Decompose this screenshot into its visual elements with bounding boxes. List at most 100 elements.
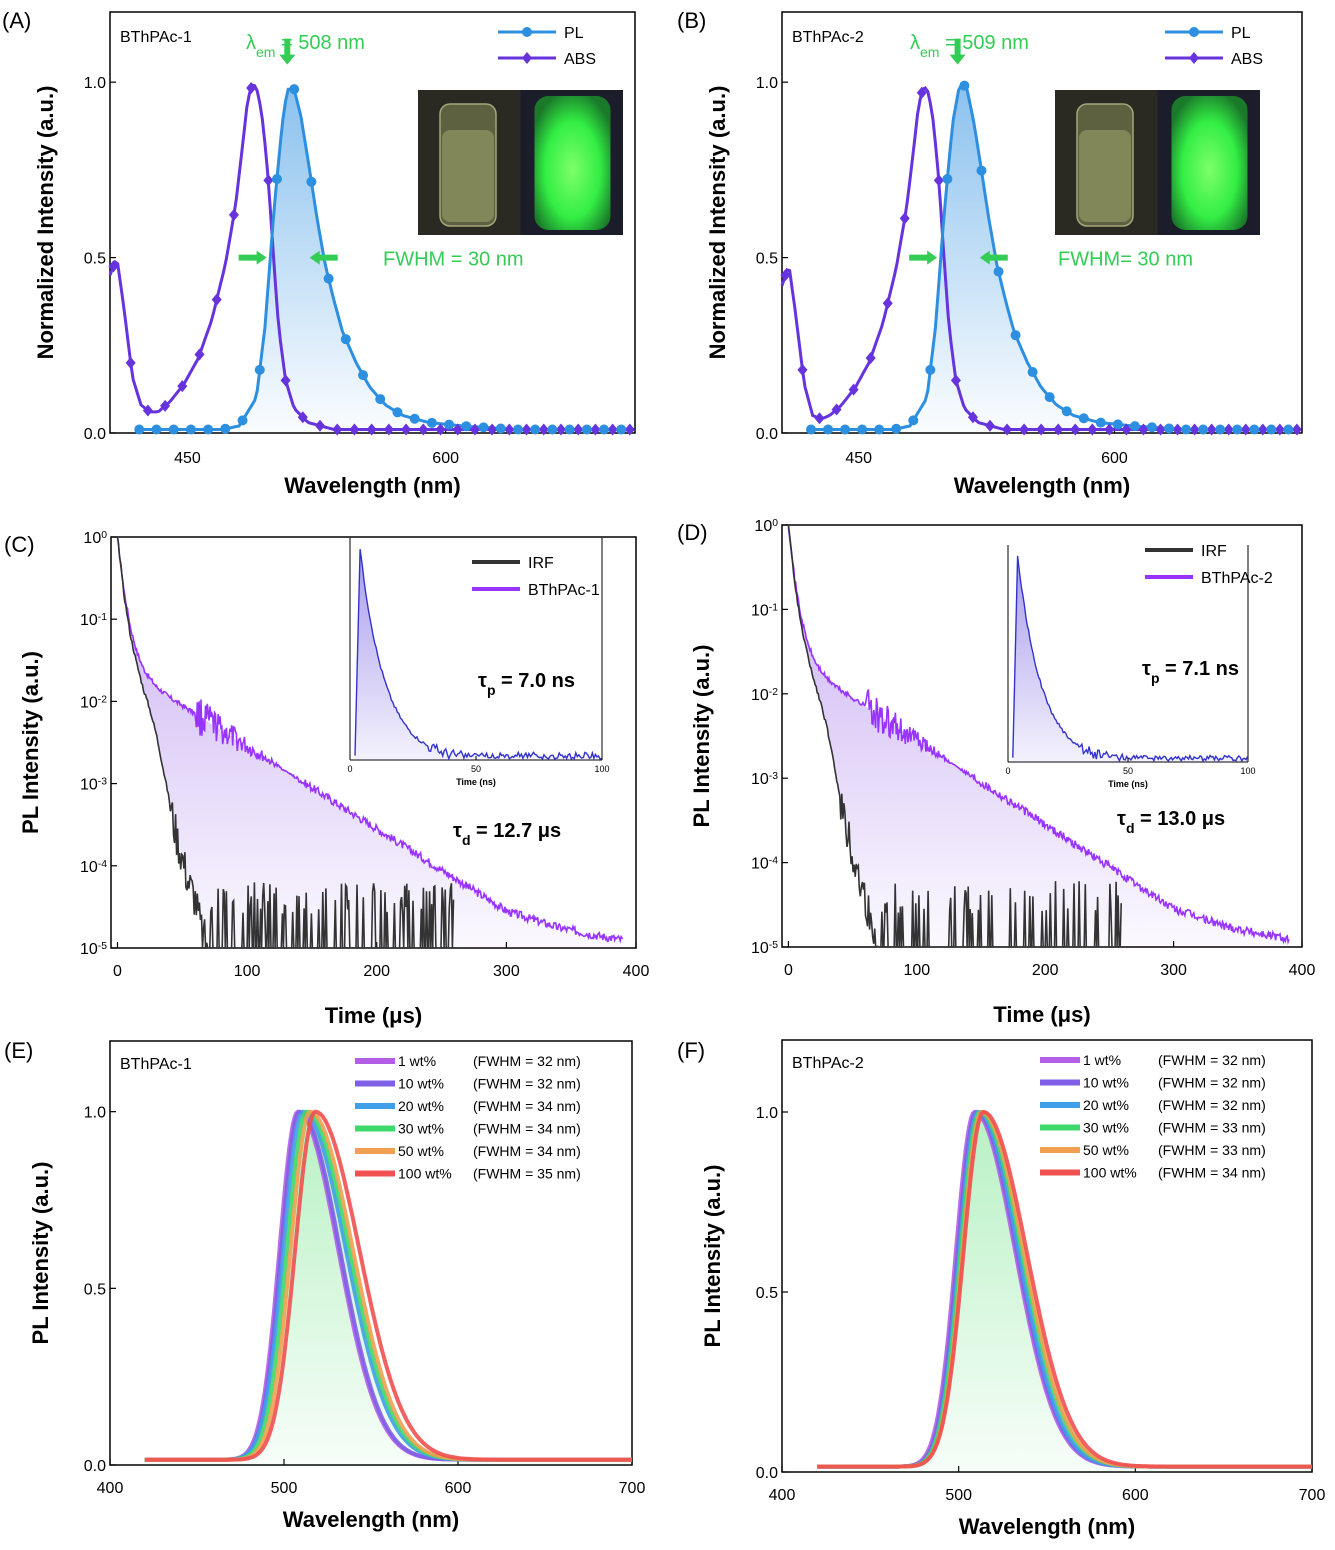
legend-name: 1 wt% (1083, 1052, 1121, 1068)
pl-marker (564, 424, 575, 435)
vial-photo (1055, 90, 1260, 235)
arrow-right (979, 250, 1008, 265)
x-tick-label: 700 (619, 1480, 646, 1497)
y-tick-label: 10-2 (751, 686, 778, 704)
pl-marker (151, 424, 162, 435)
abs-marker (418, 423, 429, 436)
inset-x-title: Time (ns) (456, 777, 496, 787)
abs-marker (780, 269, 791, 282)
y-axis-title: PL Intensity (a.u.) (18, 651, 43, 834)
pl-marker (1061, 406, 1072, 417)
abs-marker (882, 297, 893, 310)
arrow-right (309, 250, 338, 265)
legend-sample-label: BThPAc-2 (1201, 570, 1273, 587)
irf-trace (787, 524, 1122, 948)
abs-marker (246, 82, 257, 95)
abs-marker (967, 411, 978, 424)
legend-name: 100 wt% (398, 1166, 452, 1182)
pl-marker (1215, 424, 1226, 435)
irf-trace (116, 536, 455, 949)
pl-marker (805, 424, 816, 435)
x-axis-title: Wavelength (nm) (959, 1514, 1135, 1539)
pl-marker (495, 423, 506, 434)
x-tick-label: 100 (234, 963, 261, 980)
pl-marker (616, 424, 627, 435)
abs-marker (1155, 423, 1166, 436)
abs-marker (555, 423, 566, 436)
legend-name: 20 wt% (398, 1098, 444, 1114)
inset-tick-label: 0 (1005, 766, 1010, 776)
pl-marker (840, 424, 851, 435)
abs-marker (211, 293, 222, 306)
pl-marker (203, 424, 214, 435)
abs-marker (125, 356, 136, 369)
abs-marker (814, 412, 825, 425)
x-axis-title: Wavelength (nm) (954, 473, 1130, 498)
legend-fwhm: (FWHM = 33 nm) (1158, 1120, 1266, 1136)
inset-x-title: Time (ns) (1108, 779, 1148, 789)
abs-marker (194, 348, 205, 361)
abs-marker (452, 423, 463, 436)
emission-annotation: λem = 509 nm (910, 32, 1029, 60)
y-tick-label: 1.0 (756, 75, 778, 92)
vial-uv (1171, 96, 1248, 230)
fwhm-annotation: FWHM= 30 nm (1058, 249, 1193, 271)
x-tick-label: 450 (845, 450, 872, 467)
abs-marker (366, 423, 377, 436)
x-tick-label: 500 (271, 1480, 298, 1497)
y-tick-label: 10-2 (80, 694, 107, 712)
pl-marker (942, 173, 953, 184)
decay-fill (117, 537, 623, 948)
sample-label: BThPAc-1 (120, 1056, 192, 1073)
x-tick-label: 400 (97, 1480, 124, 1497)
x-tick-label: 600 (432, 450, 459, 467)
inset: 0 50 100 Time (ns) (1005, 545, 1256, 789)
pl-marker (1232, 424, 1243, 435)
vial-daylight-liquid (442, 130, 494, 222)
abs-marker (1206, 423, 1217, 436)
pl-marker (271, 173, 282, 184)
abs-marker (297, 411, 308, 424)
pl-marker (1112, 419, 1123, 430)
panel-label: (A) (2, 8, 31, 33)
arrow-down (949, 38, 966, 65)
spectrum-line (144, 1109, 632, 1462)
legend-abs-marker (1189, 52, 1199, 64)
abs-marker (1172, 423, 1183, 436)
abs-marker (1019, 423, 1030, 436)
sample-label: BThPAc-1 (120, 29, 192, 46)
abs-marker (1070, 423, 1081, 436)
abs-marker (401, 423, 412, 436)
abs-marker (573, 423, 584, 436)
y-tick-label: 10-5 (751, 940, 778, 958)
legend-name: 100 wt% (1083, 1165, 1137, 1181)
pl-marker (323, 273, 334, 284)
pl-marker (254, 364, 265, 375)
abs-marker (590, 423, 601, 436)
legend-name: 1 wt% (398, 1053, 436, 1069)
pl-marker (1027, 367, 1038, 378)
arrow-down (279, 38, 296, 65)
abs-marker (1291, 423, 1302, 436)
pl-marker (340, 334, 351, 345)
abs-marker (1036, 423, 1047, 436)
pl-marker (220, 423, 231, 434)
abs-marker (487, 423, 498, 436)
x-tick-label: 700 (1299, 1487, 1326, 1504)
abs-marker (1189, 423, 1200, 436)
x-tick-label: 400 (1289, 962, 1316, 979)
panel-f: (F) 0.0 0.5 1.0 400 500 600 700 Wavelength (nm) P… (677, 1038, 1325, 1539)
pl-marker (925, 364, 936, 375)
pl-marker (530, 424, 541, 435)
panel-label: (D) (677, 520, 708, 545)
abs-marker (108, 260, 119, 273)
y-tick-label: 10-4 (80, 858, 107, 876)
legend-fwhm: (FWHM = 34 nm) (1158, 1165, 1266, 1181)
legend-fwhm: (FWHM = 34 nm) (473, 1143, 581, 1159)
abs-marker (1087, 423, 1098, 436)
y-tick-label: 1.0 (84, 1105, 106, 1122)
legend-abs-label: ABS (564, 51, 596, 68)
legend-name: 50 wt% (1083, 1142, 1129, 1158)
pl-marker (1283, 424, 1294, 435)
abs-marker (280, 374, 291, 387)
